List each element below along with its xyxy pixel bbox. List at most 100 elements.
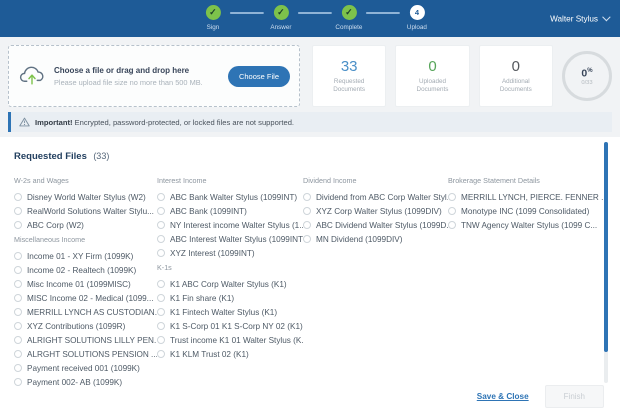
file-columns: W-2s and Wages Disney World Walter Stylus… — [14, 173, 606, 389]
file-item[interactable]: K1 Fintech Walter Stylus (K1) — [157, 305, 303, 319]
upload-progress-circle: 0% 0/33 — [562, 51, 612, 101]
upload-status-circle-icon — [157, 207, 165, 215]
file-item[interactable]: MN Dividend (1099DIV) — [303, 232, 448, 246]
upload-status-circle-icon — [14, 336, 22, 344]
step-sign[interactable]: ✓ Sign — [192, 5, 234, 31]
file-item[interactable]: ALRIGHT SOLUTIONS LILLY PEN... — [14, 333, 157, 347]
panel-count: (33) — [93, 151, 110, 161]
file-item[interactable]: RealWorld Solutions Walter Stylu... — [14, 204, 157, 218]
file-item[interactable]: ABC Bank Walter Stylus (1099INT) — [157, 190, 303, 204]
file-item[interactable]: MISC Income 02 - Medical (1099... — [14, 291, 157, 305]
requested-files-panel: Requested Files (33) W-2s and Wages Disne… — [0, 137, 620, 415]
file-item[interactable]: ALRGHT SOLUTIONS PENSION ... — [14, 347, 157, 361]
save-and-close-link[interactable]: Save & Close — [476, 392, 529, 401]
file-item-label: K1 KLM Trust 02 (K1) — [170, 349, 249, 359]
cloud-upload-icon — [19, 66, 44, 85]
file-item[interactable]: ABC Corp (W2) — [14, 218, 157, 232]
file-item-label: TNW Agency Walter Stylus (1099 C... — [461, 220, 598, 230]
upload-row: Choose a file or drag and drop here Plea… — [8, 45, 612, 107]
file-item[interactable]: Misc Income 01 (1099MISC) — [14, 277, 157, 291]
step-answer[interactable]: ✓ Answer — [260, 5, 302, 31]
stat-value: 33 — [340, 58, 358, 75]
file-item[interactable]: Income 01 - XY Firm (1099K) — [14, 249, 157, 263]
stat-boxes: 33 Requested Documents 0 Uploaded Documents… — [312, 45, 553, 107]
upload-status-circle-icon — [303, 221, 311, 229]
file-item[interactable]: XYZ Contributions (1099R) — [14, 319, 157, 333]
step-upload[interactable]: 4 Upload — [396, 5, 438, 31]
file-group-header: Miscellaneous Income — [14, 235, 86, 244]
upload-status-circle-icon — [157, 322, 165, 330]
banner-label: Important! — [35, 117, 73, 127]
finish-button[interactable]: Finish — [544, 385, 604, 408]
progress-fraction: 0/33 — [581, 80, 593, 87]
choose-file-button[interactable]: Choose File — [227, 65, 290, 87]
stat-label: Requested Documents — [333, 78, 366, 93]
scrollbar-track[interactable] — [604, 142, 608, 383]
step-connector — [229, 12, 264, 14]
file-item[interactable]: Payment received 001 (1099K) — [14, 361, 157, 375]
stepper: ✓ Sign ✓ Answer ✓ Complete 4 Upload — [192, 5, 438, 31]
file-item[interactable]: Dividend from ABC Corp Walter Styl... — [303, 190, 448, 204]
upload-status-circle-icon — [157, 308, 165, 316]
file-item[interactable]: TNW Agency Walter Stylus (1099 C... — [448, 218, 606, 232]
upload-status-circle-icon — [448, 193, 456, 201]
scrollbar-thumb[interactable] — [604, 142, 608, 352]
file-item-label: Misc Income 01 (1099MISC) — [27, 279, 131, 289]
file-item[interactable]: ABC Interest Walter Stylus (1099INT) — [157, 232, 303, 246]
file-item-label: ABC Interest Walter Stylus (1099INT) — [170, 234, 303, 244]
file-item-label: K1 Fin share (K1) — [170, 293, 235, 303]
file-item-label: Payment 002- AB (1099K) — [27, 377, 123, 387]
upload-status-circle-icon — [448, 221, 456, 229]
file-item-label: ABC Dividend Walter Stylus (1099D... — [316, 220, 448, 230]
check-icon: ✓ — [341, 5, 357, 20]
file-group-header: Brokerage Statement Details — [448, 176, 540, 185]
file-item[interactable]: XYZ Corp Walter Stylus (1099DIV) — [303, 204, 448, 218]
upload-status-circle-icon — [157, 294, 165, 302]
file-item[interactable]: ABC Bank (1099INT) — [157, 204, 303, 218]
step-complete[interactable]: ✓ Complete — [328, 5, 370, 31]
file-item-label: ALRGHT SOLUTIONS PENSION ... — [27, 349, 157, 359]
upload-status-circle-icon — [14, 207, 22, 215]
file-item[interactable]: MERRILL LYNCH AS CUSTODIAN... — [14, 305, 157, 319]
file-item-label: Payment received 001 (1099K) — [27, 363, 140, 373]
stat-requested-documents: 33 Requested Documents — [312, 45, 387, 107]
file-item-label: Monotype INC (1099 Consolidated) — [461, 206, 590, 216]
file-item[interactable]: MERRILL LYNCH, PIERCE. FENNER ... — [448, 190, 606, 204]
file-item-label: Trust income K1 01 Walter Stylus (K... — [170, 335, 303, 345]
user-menu[interactable]: Walter Stylus — [550, 12, 611, 23]
file-item[interactable]: XYZ Interest (1099INT) — [157, 246, 303, 260]
file-item[interactable]: K1 S-Corp 01 K1 S-Corp NY 02 (K1) — [157, 319, 303, 333]
file-column: Interest Income ABC Bank Walter Stylus (1… — [157, 173, 303, 389]
upload-status-circle-icon — [157, 280, 165, 288]
step-label: Upload — [406, 24, 427, 31]
file-item[interactable]: K1 KLM Trust 02 (K1) — [157, 347, 303, 361]
file-item-label: ALRIGHT SOLUTIONS LILLY PEN... — [27, 335, 157, 345]
step-label: Sign — [206, 24, 220, 31]
file-item-label: Dividend from ABC Corp Walter Styl... — [316, 192, 448, 202]
file-item[interactable]: Payment 002- AB (1099K) — [14, 375, 157, 389]
upload-status-circle-icon — [303, 193, 311, 201]
file-item-label: K1 Fintech Walter Stylus (K1) — [170, 307, 278, 317]
file-item[interactable]: Monotype INC (1099 Consolidated) — [448, 204, 606, 218]
upload-status-circle-icon — [14, 364, 22, 372]
file-item[interactable]: Trust income K1 01 Walter Stylus (K... — [157, 333, 303, 347]
stat-label: Uploaded Documents — [416, 78, 449, 93]
stat-label: Additional Documents — [499, 78, 532, 93]
chevron-down-icon — [602, 12, 611, 22]
file-dropzone[interactable]: Choose a file or drag and drop here Plea… — [8, 45, 300, 107]
file-group-header: W-2s and Wages — [14, 176, 69, 185]
user-name: Walter Stylus — [550, 14, 598, 23]
file-item[interactable]: ABC Dividend Walter Stylus (1099D... — [303, 218, 448, 232]
file-item-label: MN Dividend (1099DIV) — [316, 234, 403, 244]
file-item[interactable]: NY Interest income Walter Stylus (1... — [157, 218, 303, 232]
file-item-label: Disney World Walter Stylus (W2) — [27, 192, 146, 202]
file-item-label: XYZ Corp Walter Stylus (1099DIV) — [316, 206, 442, 216]
upload-status-circle-icon — [14, 252, 22, 260]
file-item[interactable]: K1 Fin share (K1) — [157, 291, 303, 305]
file-item-label: RealWorld Solutions Walter Stylu... — [27, 206, 154, 216]
file-item[interactable]: Income 02 - Realtech (1099K) — [14, 263, 157, 277]
file-item[interactable]: K1 ABC Corp Walter Stylus (K1) — [157, 277, 303, 291]
file-item[interactable]: Disney World Walter Stylus (W2) — [14, 190, 157, 204]
upload-status-circle-icon — [14, 308, 22, 316]
file-column: W-2s and Wages Disney World Walter Stylus… — [14, 173, 157, 389]
